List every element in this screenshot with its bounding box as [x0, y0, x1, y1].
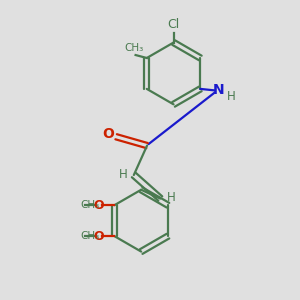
Text: H: H [226, 90, 235, 104]
Text: H: H [119, 168, 128, 181]
Text: CH₃: CH₃ [80, 231, 100, 241]
Text: CH₃: CH₃ [80, 200, 100, 210]
Text: O: O [102, 128, 114, 141]
Text: O: O [94, 199, 104, 212]
Text: CH₃: CH₃ [124, 43, 143, 53]
Text: H: H [167, 191, 176, 205]
Text: N: N [213, 83, 224, 98]
Text: O: O [94, 230, 104, 243]
Text: Cl: Cl [167, 18, 180, 31]
